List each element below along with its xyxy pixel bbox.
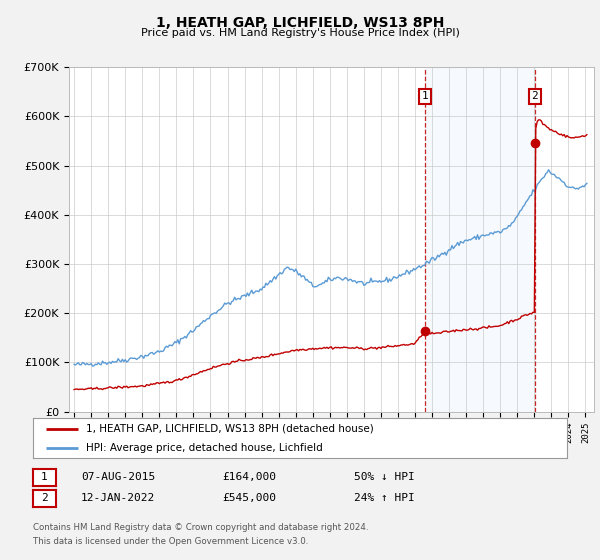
Text: 2: 2 xyxy=(532,91,538,101)
Text: This data is licensed under the Open Government Licence v3.0.: This data is licensed under the Open Gov… xyxy=(33,537,308,546)
Text: 1: 1 xyxy=(41,472,48,482)
Bar xyxy=(425,67,535,412)
Text: 1, HEATH GAP, LICHFIELD, WS13 8PH (detached house): 1, HEATH GAP, LICHFIELD, WS13 8PH (detac… xyxy=(86,424,374,433)
Text: 24% ↑ HPI: 24% ↑ HPI xyxy=(354,493,415,503)
Text: £164,000: £164,000 xyxy=(222,472,276,482)
Text: £545,000: £545,000 xyxy=(222,493,276,503)
Text: Price paid vs. HM Land Registry's House Price Index (HPI): Price paid vs. HM Land Registry's House … xyxy=(140,28,460,38)
Text: 12-JAN-2022: 12-JAN-2022 xyxy=(81,493,155,503)
Text: HPI: Average price, detached house, Lichfield: HPI: Average price, detached house, Lich… xyxy=(86,443,323,453)
Text: 1: 1 xyxy=(422,91,428,101)
Text: 07-AUG-2015: 07-AUG-2015 xyxy=(81,472,155,482)
Text: 2: 2 xyxy=(41,493,48,503)
Text: Contains HM Land Registry data © Crown copyright and database right 2024.: Contains HM Land Registry data © Crown c… xyxy=(33,523,368,532)
Text: 50% ↓ HPI: 50% ↓ HPI xyxy=(354,472,415,482)
Text: 1, HEATH GAP, LICHFIELD, WS13 8PH: 1, HEATH GAP, LICHFIELD, WS13 8PH xyxy=(156,16,444,30)
